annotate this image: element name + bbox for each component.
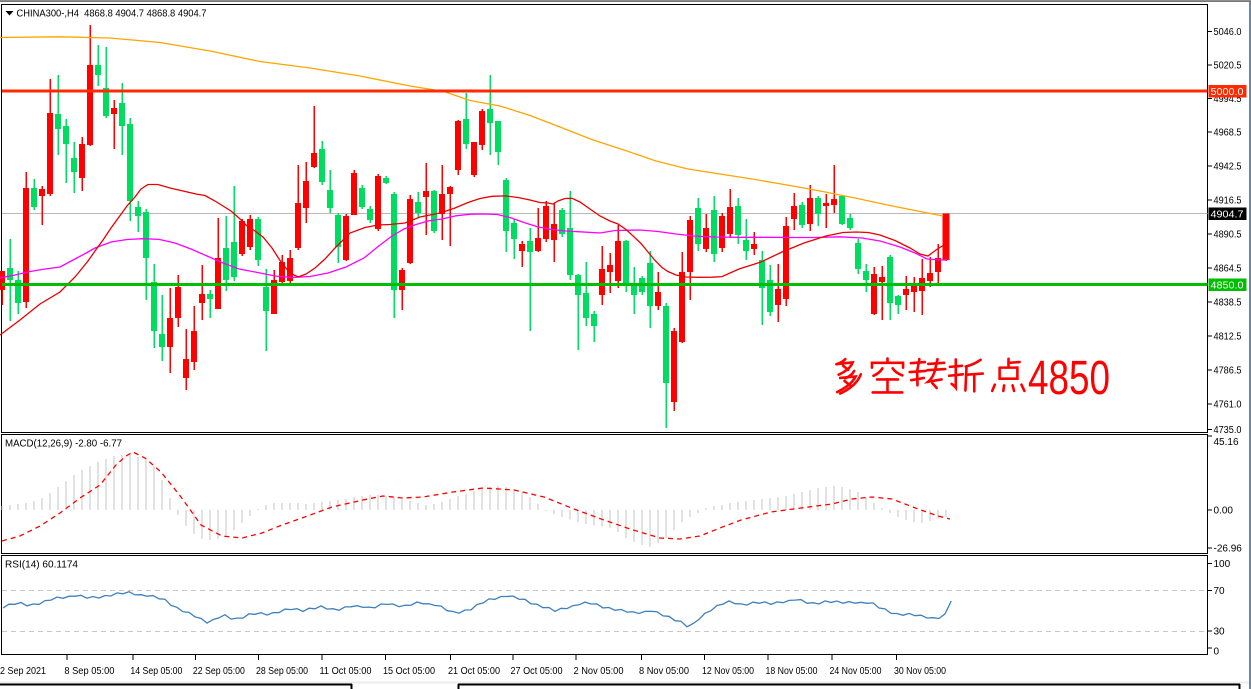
svg-text:4942.5: 4942.5 bbox=[1214, 162, 1242, 173]
svg-text:24 Nov 05:00: 24 Nov 05:00 bbox=[830, 666, 882, 677]
svg-text:11 Oct 05:00: 11 Oct 05:00 bbox=[320, 666, 372, 677]
svg-text:4916.5: 4916.5 bbox=[1214, 196, 1242, 207]
svg-text:100: 100 bbox=[1214, 559, 1231, 570]
svg-text:12 Nov 05:00: 12 Nov 05:00 bbox=[702, 666, 754, 677]
svg-text:4735.0: 4735.0 bbox=[1214, 425, 1242, 436]
svg-text:4761.0: 4761.0 bbox=[1214, 400, 1242, 411]
svg-text:MACD(12,26,9) -2.80 -6.77: MACD(12,26,9) -2.80 -6.77 bbox=[5, 439, 122, 450]
svg-text:-26.96: -26.96 bbox=[1214, 544, 1243, 555]
svg-text:2 Sep 2021: 2 Sep 2021 bbox=[0, 666, 46, 677]
svg-text:0.00: 0.00 bbox=[1214, 506, 1234, 517]
svg-text:4890.5: 4890.5 bbox=[1214, 230, 1242, 241]
svg-text:30: 30 bbox=[1214, 627, 1226, 638]
svg-text:18 Nov 05:00: 18 Nov 05:00 bbox=[766, 666, 818, 677]
svg-text:14 Sep 05:00: 14 Sep 05:00 bbox=[130, 666, 182, 677]
svg-text:CHINA300-,H4 4868.8 4904.7 48: CHINA300-,H4 4868.8 4904.7 4868.8 4904.7 bbox=[17, 8, 207, 19]
svg-text:4850.0: 4850.0 bbox=[1211, 281, 1244, 292]
svg-text:70: 70 bbox=[1214, 586, 1226, 597]
svg-text:4812.5: 4812.5 bbox=[1214, 332, 1242, 343]
svg-text:5000.0: 5000.0 bbox=[1211, 87, 1244, 98]
svg-text:45.16: 45.16 bbox=[1214, 437, 1239, 448]
svg-text:21 Oct 05:00: 21 Oct 05:00 bbox=[448, 666, 500, 677]
svg-text:4864.5: 4864.5 bbox=[1214, 264, 1242, 275]
svg-text:4838.5: 4838.5 bbox=[1214, 298, 1242, 309]
svg-text:4850: 4850 bbox=[1028, 352, 1110, 405]
svg-text:0: 0 bbox=[1214, 647, 1220, 658]
svg-text:5046.0: 5046.0 bbox=[1214, 27, 1242, 38]
svg-text:4904.7: 4904.7 bbox=[1211, 210, 1244, 221]
svg-text:4994.5: 4994.5 bbox=[1214, 94, 1242, 105]
svg-text:8 Nov 05:00: 8 Nov 05:00 bbox=[639, 666, 689, 677]
svg-text:15 Oct 05:00: 15 Oct 05:00 bbox=[383, 666, 435, 677]
svg-text:28 Sep 05:00: 28 Sep 05:00 bbox=[256, 666, 308, 677]
svg-text:30 Nov 05:00: 30 Nov 05:00 bbox=[894, 666, 946, 677]
svg-text:27 Oct 05:00: 27 Oct 05:00 bbox=[511, 666, 563, 677]
svg-text:RSI(14) 60.1174: RSI(14) 60.1174 bbox=[5, 560, 78, 571]
svg-text:22 Sep 05:00: 22 Sep 05:00 bbox=[193, 666, 245, 677]
svg-text:8 Sep 05:00: 8 Sep 05:00 bbox=[64, 666, 114, 677]
svg-text:2 Nov 05:00: 2 Nov 05:00 bbox=[574, 666, 624, 677]
svg-text:4968.5: 4968.5 bbox=[1214, 128, 1242, 139]
svg-text:4786.5: 4786.5 bbox=[1214, 366, 1242, 377]
svg-text:5020.5: 5020.5 bbox=[1214, 61, 1242, 72]
